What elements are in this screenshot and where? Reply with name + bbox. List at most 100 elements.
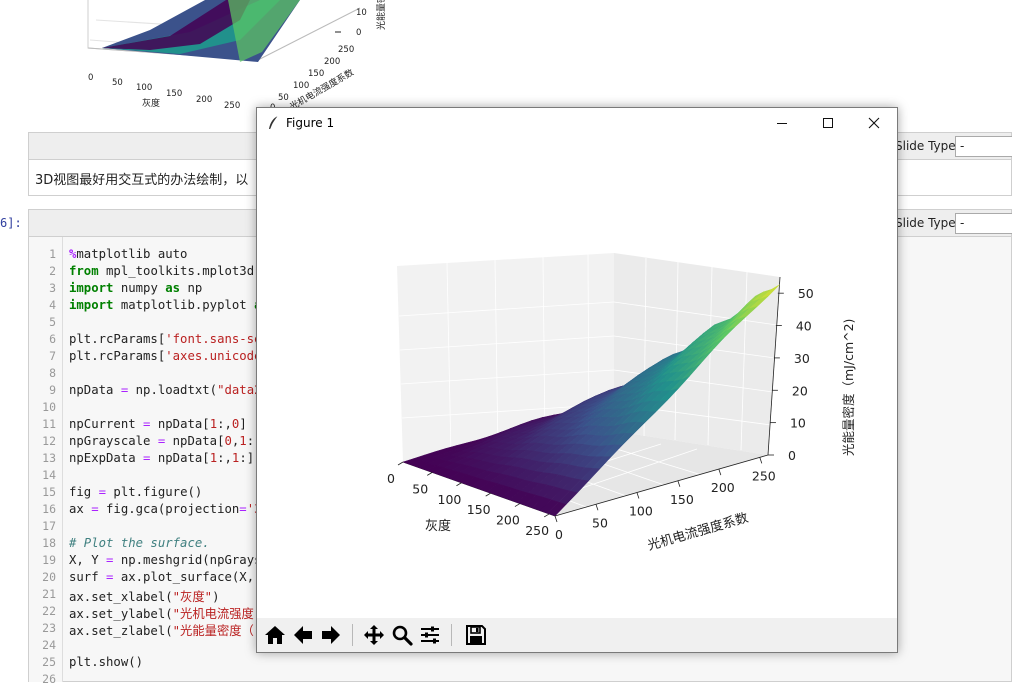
save-button[interactable] — [462, 622, 490, 648]
x-tick: 50 — [412, 481, 428, 496]
prev-xtick: 150 — [166, 89, 182, 99]
home-icon — [265, 626, 285, 644]
line-number: 4 — [49, 298, 56, 312]
line-number: 14 — [42, 468, 56, 482]
close-icon — [868, 117, 880, 129]
y-tick-mark — [636, 492, 640, 499]
y-tick: 200 — [711, 480, 735, 495]
y-axis-label: 光机电流强度系数 — [646, 510, 750, 554]
z-tick: 0 — [788, 448, 796, 463]
prev-zlabel: 光能量密度 — [375, 0, 387, 30]
prev-xtick: 100 — [136, 83, 152, 93]
y-tick-mark — [554, 515, 558, 523]
cell-prompt: 6]: — [0, 216, 22, 230]
slide-type-select[interactable]: - — [955, 136, 1012, 157]
surface-plot[interactable]: 0 50 100 150 200 250 0 50 100 150 200 250 0 10 20 30 4… — [257, 138, 897, 618]
save-icon — [466, 625, 486, 645]
surface-mesh — [402, 284, 780, 517]
y-tick: 0 — [555, 527, 563, 542]
forward-arrow-icon — [322, 626, 340, 644]
x-tick: 250 — [525, 523, 549, 538]
prev-xtick: 0 — [88, 73, 93, 83]
close-button[interactable] — [851, 108, 897, 138]
zoom-button[interactable] — [388, 622, 416, 648]
toolbar-separator — [451, 624, 452, 646]
code-line: ax.set_ylabel("光机电流强度 — [69, 607, 254, 621]
y-axis-line — [554, 454, 769, 517]
z-axis-label: 光能量密度（mJ/cm^2) — [841, 319, 856, 456]
code-line: %matplotlib auto — [69, 247, 188, 261]
window-title: Figure 1 — [286, 116, 335, 130]
maximize-icon — [823, 118, 833, 128]
surface-patch — [546, 501, 567, 517]
code-line: plt.rcParams['axes.unicode_ — [69, 349, 269, 363]
z-tick: 30 — [794, 351, 810, 366]
x-axis-label: 灰度 — [425, 518, 451, 534]
prev-xtick: 200 — [196, 95, 212, 105]
line-number: 11 — [42, 417, 56, 431]
line-number: 6 — [49, 332, 56, 346]
y-tick: 150 — [670, 492, 694, 507]
subplots-button[interactable] — [416, 622, 444, 648]
z-tick: 50 — [798, 286, 814, 301]
prev-xtick: 50 — [112, 78, 123, 88]
back-button[interactable] — [289, 622, 317, 648]
y-tick: 100 — [629, 504, 653, 519]
y-tick-mark — [595, 504, 599, 511]
line-number: 3 — [49, 281, 56, 295]
line-number: 18 — [42, 536, 56, 550]
code-line: import numpy as np — [69, 281, 203, 295]
line-number: 25 — [42, 655, 56, 669]
code-line: ax.set_xlabel("灰度") — [69, 590, 220, 604]
maximize-button[interactable] — [805, 108, 851, 138]
line-number: 8 — [49, 366, 56, 380]
prev-ytick: 250 — [338, 45, 354, 55]
line-number: 5 — [49, 315, 56, 329]
title-bar[interactable]: Figure 1 — [257, 108, 897, 138]
x-tick-mark — [427, 472, 433, 476]
line-number: 7 — [49, 349, 56, 363]
figure-window[interactable]: Figure 1 — [256, 107, 898, 653]
prev-ztick: 0 — [356, 28, 361, 38]
line-number: 1 — [49, 247, 56, 261]
code-line: surf = ax.plot_surface(X, Y — [69, 570, 269, 584]
line-number: 21 — [42, 587, 56, 601]
code-line: plt.show() — [69, 655, 144, 669]
line-number: 22 — [42, 604, 56, 618]
line-number: 15 — [42, 485, 56, 499]
code-line: npExpData = npData[1:,1:] — [69, 451, 255, 465]
code-line: import matplotlib.pyplot as — [69, 298, 269, 312]
x-tick: 200 — [496, 513, 520, 528]
figure-canvas[interactable]: 0 50 100 150 200 250 0 50 100 150 200 250 0 10 20 30 4… — [257, 138, 897, 618]
code-line: plt.rcParams['font.sans-ser — [69, 332, 269, 346]
y-tick-mark — [759, 457, 763, 464]
prev-ztick: 10 — [356, 8, 367, 18]
code-line: fig = plt.figure() — [69, 485, 203, 499]
forward-button[interactable] — [317, 622, 345, 648]
line-number: 10 — [42, 400, 56, 414]
code-line: ax.set_zlabel("光能量密度（ — [69, 624, 254, 638]
line-number-gutter: 1 2 3 4 5 6 7 8 9 10 11 12 13 14 15 16 1… — [29, 237, 63, 686]
line-number: 12 — [42, 434, 56, 448]
prev-ytick: 200 — [324, 57, 340, 67]
zoom-icon — [392, 625, 413, 646]
code-line: ax = fig.gca(projection='3d — [69, 502, 269, 516]
prev-xlabel: 灰度 — [142, 97, 160, 109]
code-line: X, Y = np.meshgrid(npGraysc — [69, 553, 269, 567]
code-line: npGrayscale = npData[0,1:] — [69, 434, 262, 448]
line-number: 13 — [42, 451, 56, 465]
x-tick-mark — [456, 482, 462, 487]
home-button[interactable] — [261, 622, 289, 648]
y-tick: 250 — [752, 468, 776, 483]
slide-type-label: Slide Type — [895, 216, 956, 230]
minimize-button[interactable] — [759, 108, 805, 138]
slide-type-select[interactable]: - — [955, 213, 1012, 234]
x-tick-mark — [397, 461, 404, 466]
line-number: 19 — [42, 553, 56, 567]
pan-button[interactable] — [360, 622, 388, 648]
subplots-icon — [421, 626, 439, 644]
prev-ytick: 150 — [308, 69, 324, 79]
previous-output-plot: 10 0 光能量密度 250 200 150 100 50 0 光机电流强度系数… — [87, 0, 387, 113]
code-line: npData = np.loadtxt("data2. — [69, 383, 269, 397]
x-tick: 0 — [387, 471, 395, 486]
